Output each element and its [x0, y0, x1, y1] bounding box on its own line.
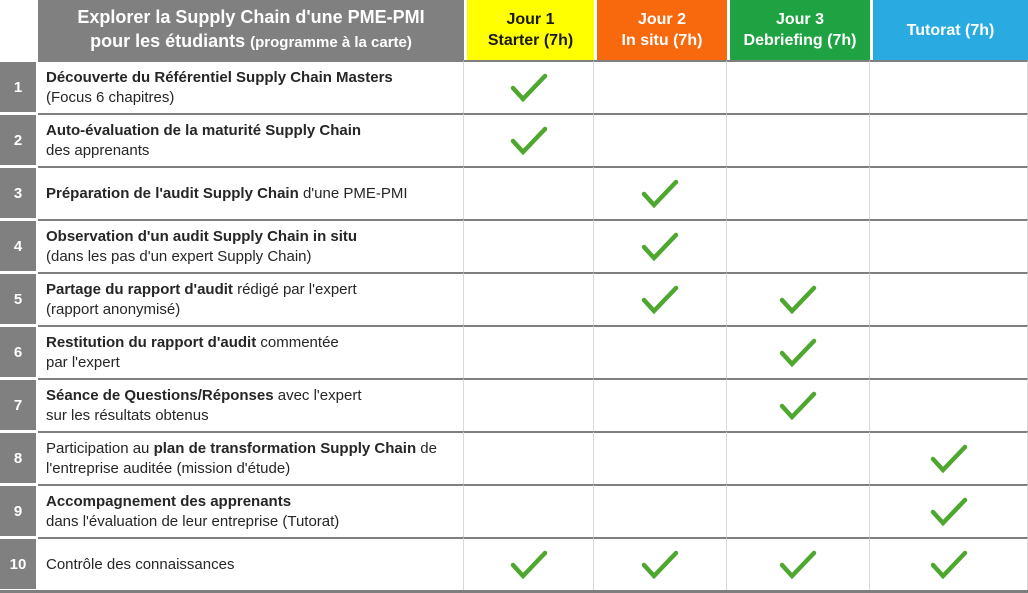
check-icon — [510, 73, 547, 103]
cell-tutorat — [870, 113, 1028, 166]
table-row: 10 Contrôle des connaissances — [0, 537, 1028, 590]
cell-tutorat — [870, 60, 1028, 113]
cell-jour2 — [594, 272, 727, 325]
row-number: 6 — [0, 327, 36, 377]
cell-jour3 — [727, 60, 870, 113]
check-icon — [641, 285, 679, 315]
check-icon — [930, 444, 967, 474]
cell-jour3 — [727, 431, 870, 484]
row-description: Contrôle des connaissances — [38, 537, 464, 590]
cell-jour2 — [594, 166, 727, 219]
title-line1: Explorer la Supply Chain d'une PME-PMI — [77, 7, 425, 27]
check-icon — [930, 497, 967, 527]
check-icon — [779, 338, 817, 368]
title-note: (programme à la carte) — [250, 34, 412, 51]
check-icon — [510, 126, 547, 156]
cell-jour1 — [464, 272, 594, 325]
table-bottom-border — [0, 590, 1028, 593]
cell-tutorat — [870, 484, 1028, 537]
row-description: Participation au plan de transformation … — [38, 431, 464, 484]
cell-tutorat — [870, 537, 1028, 590]
cell-tutorat — [870, 431, 1028, 484]
cell-jour3 — [727, 325, 870, 378]
row-description: Observation d'un audit Supply Chain in s… — [38, 219, 464, 272]
column-header-jour3: Jour 3 Debriefing (7h) — [727, 0, 870, 60]
check-icon — [641, 550, 679, 580]
row-description: Restitution du rapport d'audit commentée… — [38, 325, 464, 378]
cell-jour2 — [594, 378, 727, 431]
table-body: 1 Découverte du Référentiel Supply Chain … — [0, 60, 1028, 590]
cell-jour2 — [594, 219, 727, 272]
check-icon — [779, 285, 817, 315]
row-number: 5 — [0, 274, 36, 324]
table-title: Explorer la Supply Chain d'une PME-PMI p… — [38, 0, 464, 60]
row-description: Partage du rapport d'audit rédigé par l'… — [38, 272, 464, 325]
row-number: 7 — [0, 380, 36, 430]
cell-jour2 — [594, 60, 727, 113]
row-description: Auto-évaluation de la maturité Supply Ch… — [38, 113, 464, 166]
cell-jour3 — [727, 484, 870, 537]
row-description: Séance de Questions/Réponses avec l'expe… — [38, 378, 464, 431]
cell-jour1 — [464, 431, 594, 484]
cell-jour1 — [464, 60, 594, 113]
cell-tutorat — [870, 219, 1028, 272]
cell-jour2 — [594, 431, 727, 484]
cell-jour1 — [464, 219, 594, 272]
table-row: 3 Préparation de l'audit Supply Chain d'u… — [0, 166, 1028, 219]
cell-jour3 — [727, 166, 870, 219]
cell-jour2 — [594, 484, 727, 537]
cell-jour1 — [464, 325, 594, 378]
row-description: Découverte du Référentiel Supply Chain M… — [38, 60, 464, 113]
cell-jour2 — [594, 537, 727, 590]
row-number: 2 — [0, 115, 36, 165]
cell-jour3 — [727, 219, 870, 272]
cell-jour1 — [464, 484, 594, 537]
cell-tutorat — [870, 378, 1028, 431]
cell-tutorat — [870, 272, 1028, 325]
column-header-jour1: Jour 1 Starter (7h) — [464, 0, 594, 60]
cell-tutorat — [870, 166, 1028, 219]
column-header-jour2: Jour 2 In situ (7h) — [594, 0, 727, 60]
cell-jour2 — [594, 325, 727, 378]
corner-cell — [0, 0, 38, 60]
cell-jour1 — [464, 537, 594, 590]
cell-jour3 — [727, 537, 870, 590]
cell-jour1 — [464, 113, 594, 166]
check-icon — [641, 232, 679, 262]
check-icon — [641, 179, 679, 209]
cell-jour3 — [727, 272, 870, 325]
table-row: 4 Observation d'un audit Supply Chain in … — [0, 219, 1028, 272]
row-description: Préparation de l'audit Supply Chain d'un… — [38, 166, 464, 219]
row-number: 4 — [0, 221, 36, 271]
table-row: 5 Partage du rapport d'audit rédigé par l… — [0, 272, 1028, 325]
cell-jour3 — [727, 113, 870, 166]
table-row: 7 Séance de Questions/Réponses avec l'exp… — [0, 378, 1028, 431]
row-number: 8 — [0, 433, 36, 483]
cell-tutorat — [870, 325, 1028, 378]
row-description: Accompagnement des apprenants dans l'éval… — [38, 484, 464, 537]
check-icon — [510, 550, 547, 580]
row-number: 3 — [0, 168, 36, 218]
cell-jour1 — [464, 378, 594, 431]
cell-jour1 — [464, 166, 594, 219]
title-line2: pour les étudiants (programme à la carte… — [90, 31, 412, 51]
cell-jour3 — [727, 378, 870, 431]
table-row: 1 Découverte du Référentiel Supply Chain … — [0, 60, 1028, 113]
column-header-tutorat: Tutorat (7h) — [870, 0, 1028, 60]
check-icon — [779, 391, 817, 421]
check-icon — [930, 550, 967, 580]
table-header: Explorer la Supply Chain d'une PME-PMI p… — [0, 0, 1028, 60]
table-row: 8 Participation au plan de transformation… — [0, 431, 1028, 484]
cell-jour2 — [594, 113, 727, 166]
table-row: 9 Accompagnement des apprenants dans l'éva… — [0, 484, 1028, 537]
row-number: 1 — [0, 62, 36, 112]
row-number: 10 — [0, 539, 36, 589]
table-row: 6 Restitution du rapport d'audit commenté… — [0, 325, 1028, 378]
row-number: 9 — [0, 486, 36, 536]
table-row: 2 Auto-évaluation de la maturité Supply C… — [0, 113, 1028, 166]
check-icon — [779, 550, 817, 580]
